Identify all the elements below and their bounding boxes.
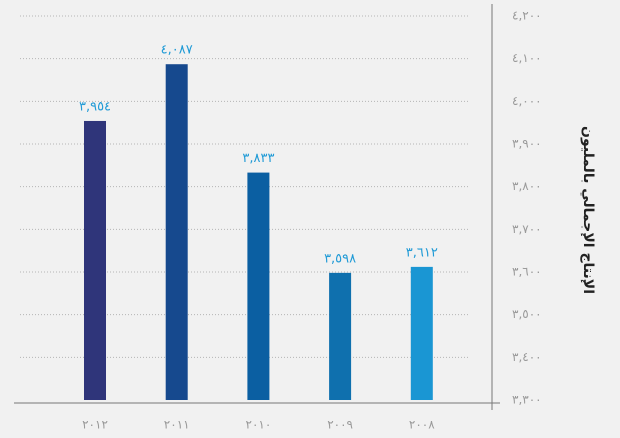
bar [410,266,433,400]
bar [247,172,270,400]
x-tick-label: ٢٠٠٨ [409,418,435,432]
y-tick-label: ٣,٧٠٠ [512,222,542,236]
y-tick-label: ٤,٠٠٠ [512,94,542,108]
x-tick-label: ٢٠١١ [164,418,190,432]
x-tick-label: ٢٠١٢ [82,418,108,432]
y-tick-label: ٣,٥٠٠ [512,307,542,321]
x-tick-label: ٢٠١٠ [246,418,272,432]
bar [329,272,352,400]
data-label: ٣,٦١٢ [406,245,438,260]
bar [165,64,188,401]
y-tick-label: ٣,٨٠٠ [512,179,542,193]
y-tick-label: ٤,١٠٠ [512,51,542,65]
bar [84,120,106,401]
y-axis-title: الإنتاج الإجمالي بالمليون [580,126,596,294]
x-tick-label: ٢٠٠٩ [327,418,353,432]
y-tick-label: ٤,٢٠٠ [512,9,542,23]
data-label: ٣,٥٩٨ [324,251,356,266]
data-label: ٣,٨٣٣ [242,151,274,166]
y-tick-label: ٣,٣٠٠ [512,393,542,407]
data-label: ٣,٩٥٤ [79,99,111,114]
data-label: ٤,٠٨٧ [161,43,193,58]
y-tick-label: ٣,٦٠٠ [512,265,542,279]
y-tick-label: ٣,٤٠٠ [512,350,542,364]
y-tick-label: ٣,٩٠٠ [512,137,542,151]
